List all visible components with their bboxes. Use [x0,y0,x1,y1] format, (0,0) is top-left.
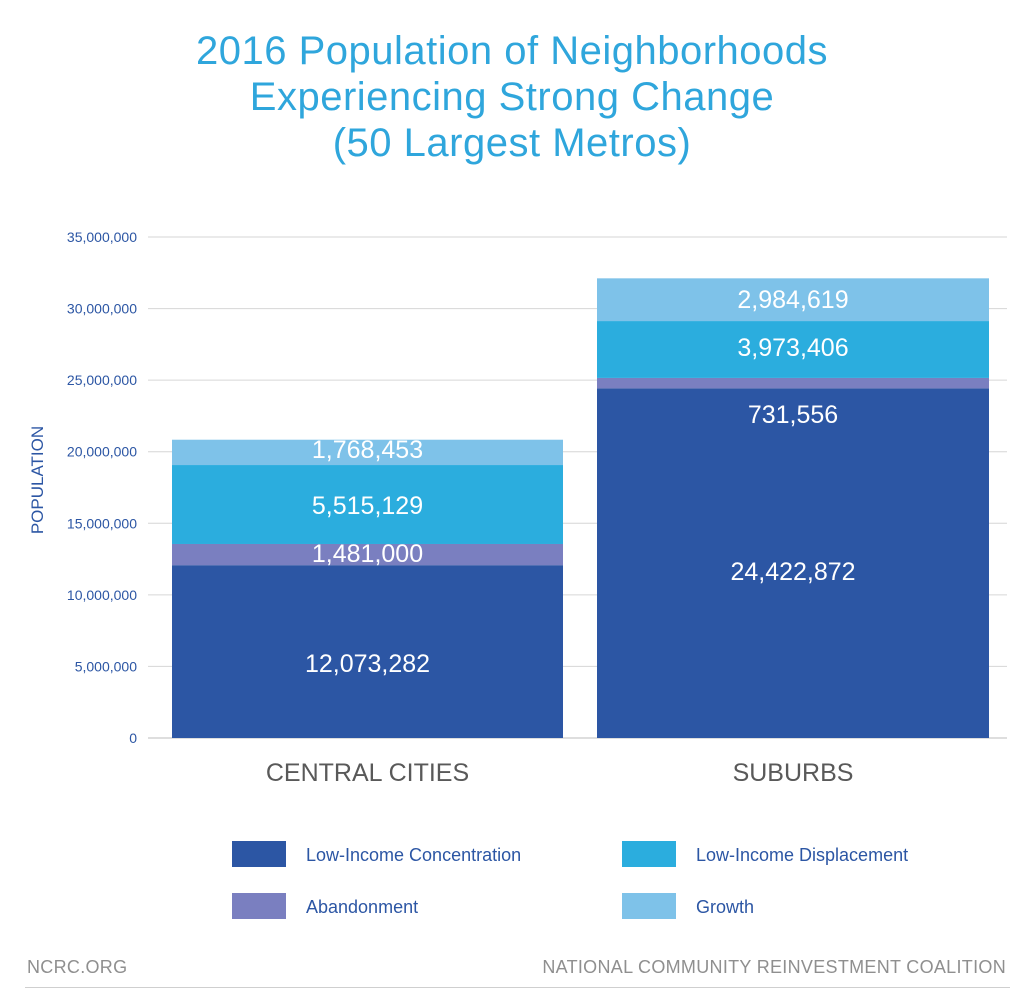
bar-segment [597,388,989,738]
bar-segment [172,465,563,544]
legend: Low-Income Concentration Low-Income Displ… [232,841,908,919]
bar-segment [172,565,563,738]
legend-label: Growth [696,897,754,917]
y-tick-label: 0 [129,730,137,746]
bar-segment [172,439,563,466]
y-tick-label: 35,000,000 [67,229,137,245]
stacked-bar-chart: 0 5,000,000 10,000,000 15,000,000 20,000,000… [28,229,1007,919]
y-tick-label: 20,000,000 [67,444,137,460]
footer-site: NCRC.ORG [27,957,128,977]
footer-divider [25,987,1010,988]
legend-label: Low-Income Displacement [696,845,908,865]
bar-segment [597,278,989,322]
bar-segment [597,321,989,378]
legend-swatch [232,841,286,867]
bar-segment [597,377,989,389]
legend-label: Low-Income Concentration [306,845,521,865]
data-label: 24,422,872 [730,558,855,586]
legend-swatch [622,841,676,867]
data-label: 3,973,406 [737,334,848,362]
y-tick-label: 30,000,000 [67,301,137,317]
y-tick-label: 15,000,000 [67,515,137,531]
data-label: 1,481,000 [312,540,423,568]
bar-segment [172,543,563,566]
data-label: 12,073,282 [305,650,430,678]
category-label: CENTRAL CITIES [266,759,469,787]
bars [172,278,989,738]
footer-organization: NATIONAL COMMUNITY REINVESTMENT COALITIO… [542,957,1006,977]
legend-swatch [232,893,286,919]
y-axis-label: POPULATION [28,426,47,534]
y-tick-label: 5,000,000 [75,658,137,674]
y-tick-label: 10,000,000 [67,587,137,603]
title-line-3: (50 Largest Metros) [332,121,692,165]
legend-label: Abandonment [306,897,418,917]
title-line-2: Experiencing Strong Change [249,75,775,119]
category-label: SUBURBS [733,759,854,787]
title-line-1: 2016 Population of Neighborhoods [195,29,829,73]
data-label: 1,768,453 [312,436,423,464]
data-label: 731,556 [748,401,838,429]
data-labels: 12,073,282 1,481,000 5,515,129 1,768,453 24,… [305,286,856,678]
chart-title: 2016 Population of Neighborhoods Experie… [0,28,1024,166]
y-axis-ticks: 0 5,000,000 10,000,000 15,000,000 20,000,000… [67,229,137,746]
x-axis-categories: CENTRAL CITIES SUBURBS [266,759,854,787]
y-tick-label: 25,000,000 [67,372,137,388]
data-label: 5,515,129 [312,492,423,520]
data-label: 2,984,619 [737,286,848,314]
legend-swatch [622,893,676,919]
